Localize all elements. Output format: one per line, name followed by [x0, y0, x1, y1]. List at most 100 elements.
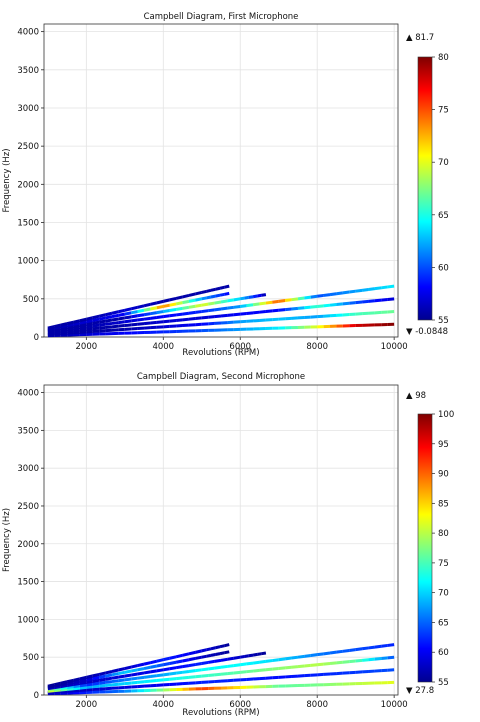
series-segment: [195, 305, 201, 306]
series-segment: [272, 310, 278, 311]
series-segment: [157, 670, 163, 671]
series-segment: [138, 669, 144, 670]
series-segment: [202, 317, 208, 318]
series-segment: [285, 667, 291, 668]
series-segment: [343, 292, 349, 293]
series-segment: [259, 661, 265, 662]
series-segment: [80, 685, 86, 686]
series-segment: [150, 313, 156, 314]
y-tick-label: 500: [23, 653, 39, 663]
series-segment: [272, 660, 278, 661]
series-segment: [216, 654, 221, 655]
series-segment: [80, 677, 86, 678]
series-segment: [106, 317, 112, 318]
series-segment: [80, 327, 86, 328]
series-segment: [227, 315, 233, 316]
series-segment: [259, 312, 265, 313]
series-segment: [74, 321, 80, 322]
series-segment: [86, 323, 92, 324]
series-segment: [259, 670, 265, 671]
series-segment: [227, 658, 233, 659]
series-segment: [112, 315, 118, 316]
series-segment: [234, 672, 240, 673]
series-segment: [245, 656, 249, 657]
y-tick-label: 3000: [17, 464, 39, 474]
series-segment: [240, 664, 246, 665]
series-segment: [189, 300, 195, 301]
series-segment: [206, 649, 211, 650]
series-segment: [93, 328, 99, 329]
series-segment: [234, 657, 240, 658]
series-segment: [253, 296, 257, 297]
series-segment: [221, 674, 227, 675]
series-segment: [311, 655, 317, 656]
series-segment: [317, 664, 323, 665]
y-tick-label: 4000: [17, 389, 39, 399]
series-segment: [324, 653, 330, 654]
series-segment: [208, 303, 214, 304]
series-segment: [381, 299, 387, 300]
series-segment: [208, 317, 214, 318]
series-segment: [202, 311, 208, 312]
series-segment: [86, 318, 92, 319]
series-segment: [388, 286, 394, 287]
series-segment: [349, 650, 355, 651]
x-tick-label: 10000: [381, 700, 408, 710]
series-segment: [227, 673, 233, 674]
series-segment: [375, 658, 381, 659]
series-segment: [330, 294, 336, 295]
series-segment: [324, 664, 330, 665]
series-segment: [170, 662, 176, 663]
series-segment: [144, 677, 150, 678]
series-segment: [131, 666, 137, 667]
series-segment: [99, 676, 105, 677]
series-segment: [369, 647, 375, 648]
series-segment: [99, 686, 105, 687]
series-segment: [176, 678, 182, 679]
series-segment: [304, 307, 310, 308]
series-segment: [317, 654, 323, 655]
series-segment: [163, 658, 169, 659]
series-segment: [195, 664, 201, 665]
series-segment: [272, 669, 278, 670]
series-segment: [249, 297, 253, 298]
series-segment: [369, 289, 375, 290]
series-segment: [118, 672, 124, 673]
series-segment: [99, 315, 105, 316]
series-segment: [336, 293, 342, 294]
series-segment: [189, 658, 195, 659]
series-segment: [170, 304, 176, 305]
series-segment: [112, 319, 118, 320]
series-segment: [93, 677, 99, 678]
series-segment: [118, 680, 124, 681]
series-segment: [131, 324, 137, 325]
series-segment: [208, 310, 214, 311]
plot-area: [44, 385, 398, 695]
series-segment: [112, 684, 118, 685]
series-segment: [183, 295, 189, 296]
series-segment: [220, 653, 225, 654]
series-segment: [138, 682, 144, 683]
series-segment: [176, 655, 182, 656]
series-segment: [157, 680, 163, 681]
x-axis-label: Revolutions (RPM): [182, 348, 259, 358]
colorbar-tick-label: 60: [438, 648, 449, 658]
series-segment: [157, 317, 163, 318]
series-segment: [266, 661, 272, 662]
series-segment: [118, 676, 124, 677]
series-segment: [157, 301, 163, 302]
series-segment: [202, 675, 208, 676]
y-tick-label: 2000: [17, 180, 39, 190]
series-segment: [189, 294, 195, 295]
series-segment: [253, 304, 259, 305]
series-segment: [206, 290, 211, 291]
series-segment: [336, 304, 342, 305]
series-segment: [259, 303, 265, 304]
colorbar-min-label: ▼ -0.0848: [406, 327, 448, 337]
series-segment: [118, 669, 124, 670]
series-segment: [285, 309, 291, 310]
y-tick-label: 2500: [17, 502, 39, 512]
series-segment: [349, 661, 355, 662]
series-segment: [375, 288, 381, 289]
x-tick-label: 4000: [152, 342, 174, 352]
